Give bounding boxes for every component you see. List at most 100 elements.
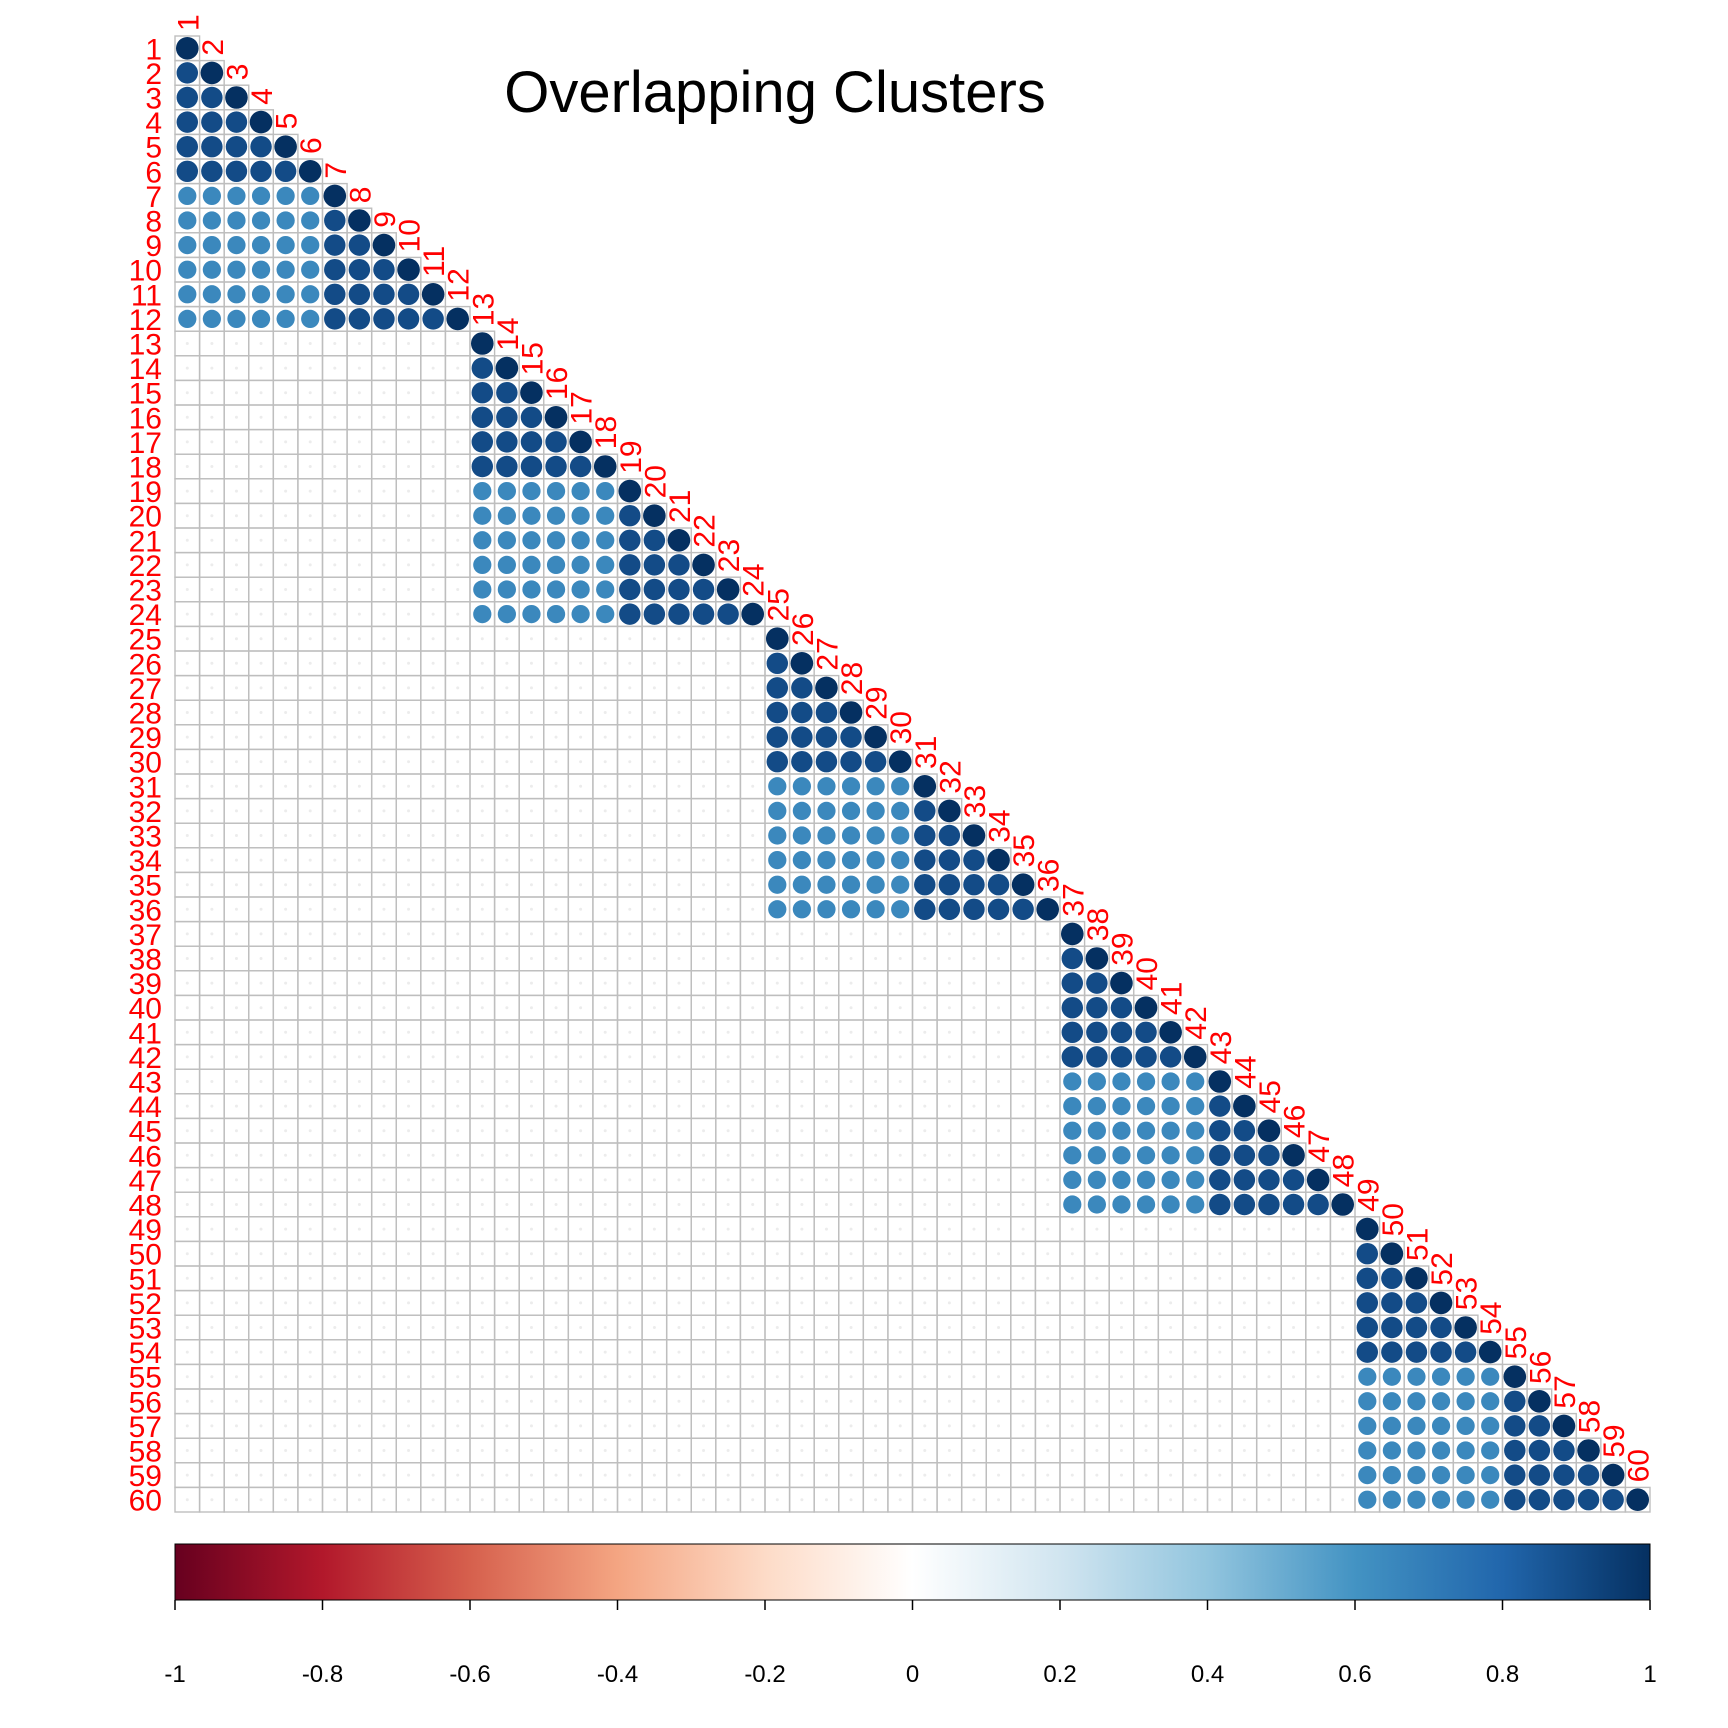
corr-circle bbox=[480, 1449, 484, 1452]
corr-circle bbox=[407, 907, 411, 911]
corr-circle bbox=[579, 809, 583, 813]
corr-circle bbox=[333, 366, 337, 370]
corr-circle bbox=[579, 1399, 583, 1403]
corr-circle bbox=[333, 1227, 337, 1231]
corr-circle bbox=[284, 981, 288, 985]
corr-circle bbox=[891, 900, 910, 919]
corr-circle bbox=[898, 1055, 902, 1059]
corr-circle bbox=[1405, 1341, 1428, 1363]
corr-circle bbox=[1381, 1267, 1403, 1290]
corr-circle bbox=[407, 1104, 411, 1108]
corr-circle bbox=[677, 1473, 681, 1477]
corr-circle bbox=[923, 1153, 927, 1157]
corr-circle bbox=[849, 1006, 853, 1010]
corr-circle bbox=[185, 760, 189, 764]
corr-circle bbox=[249, 110, 273, 134]
corr-circle bbox=[456, 1006, 460, 1010]
corr-circle bbox=[874, 1424, 878, 1428]
corr-circle bbox=[382, 440, 386, 444]
corr-circle bbox=[1063, 1170, 1082, 1190]
corr-circle bbox=[210, 1276, 214, 1280]
corr-circle bbox=[185, 1375, 189, 1379]
corr-circle bbox=[407, 1276, 411, 1280]
corr-circle bbox=[1186, 1170, 1205, 1190]
corr-circle bbox=[210, 1252, 214, 1256]
corr-circle bbox=[1431, 1392, 1451, 1411]
corr-circle bbox=[1112, 1096, 1131, 1116]
corr-circle bbox=[333, 637, 337, 641]
column-label: 52 bbox=[1426, 1252, 1459, 1285]
corr-circle bbox=[947, 1449, 951, 1452]
corr-circle bbox=[431, 588, 435, 591]
corr-circle bbox=[333, 1350, 337, 1354]
corr-circle bbox=[251, 260, 271, 279]
corr-circle bbox=[178, 260, 197, 279]
corr-circle bbox=[407, 415, 411, 419]
row-label: 11 bbox=[131, 279, 162, 312]
corr-circle bbox=[1061, 1021, 1084, 1044]
corr-circle bbox=[185, 784, 189, 788]
corr-circle bbox=[1382, 1416, 1401, 1436]
corr-circle bbox=[866, 875, 885, 894]
row-label: 39 bbox=[129, 968, 162, 1001]
corr-circle bbox=[775, 1203, 779, 1206]
corr-circle bbox=[178, 235, 197, 255]
corr-circle bbox=[431, 1227, 435, 1231]
corr-circle bbox=[308, 809, 312, 813]
corr-circle bbox=[185, 440, 189, 444]
corr-circle bbox=[210, 1055, 214, 1059]
corr-circle bbox=[1046, 1104, 1050, 1108]
corr-circle bbox=[210, 1203, 214, 1206]
corr-circle bbox=[456, 784, 460, 788]
corr-circle bbox=[259, 834, 263, 837]
corr-circle bbox=[947, 932, 951, 936]
corr-circle bbox=[480, 1203, 484, 1206]
corr-circle bbox=[619, 504, 641, 527]
corr-circle bbox=[1267, 1473, 1271, 1477]
colorbar-tick-label: -0.4 bbox=[597, 1661, 638, 1688]
corr-circle bbox=[373, 308, 395, 330]
corr-circle bbox=[1095, 1301, 1099, 1305]
corr-circle bbox=[382, 957, 386, 960]
column-label: 54 bbox=[1475, 1301, 1508, 1334]
corr-circle bbox=[947, 1498, 951, 1502]
corr-circle bbox=[554, 760, 558, 764]
corr-circle bbox=[628, 760, 632, 764]
corr-circle bbox=[210, 981, 214, 985]
row-label: 8 bbox=[145, 206, 162, 239]
corr-circle bbox=[357, 1301, 361, 1305]
corr-circle bbox=[185, 465, 189, 468]
corr-circle bbox=[751, 1055, 755, 1059]
corr-circle bbox=[456, 1030, 460, 1034]
corr-circle bbox=[234, 366, 238, 370]
corr-circle bbox=[963, 873, 985, 896]
corr-circle bbox=[505, 907, 509, 911]
corr-circle bbox=[308, 735, 312, 739]
corr-circle bbox=[898, 1276, 902, 1280]
corr-circle bbox=[677, 1326, 681, 1329]
corr-circle bbox=[800, 1399, 804, 1403]
corr-circle bbox=[333, 514, 337, 518]
corr-circle bbox=[234, 784, 238, 788]
corr-circle bbox=[456, 661, 460, 665]
corr-circle bbox=[824, 1350, 828, 1354]
column-label: 8 bbox=[344, 187, 377, 204]
corr-circle bbox=[1233, 1119, 1256, 1142]
corr-circle bbox=[874, 1350, 878, 1354]
corr-circle bbox=[603, 735, 607, 739]
corr-circle bbox=[815, 701, 838, 724]
corr-circle bbox=[176, 111, 199, 133]
corr-circle bbox=[726, 957, 730, 960]
corr-circle bbox=[333, 391, 337, 395]
corr-circle bbox=[643, 603, 666, 625]
corr-circle bbox=[324, 209, 346, 232]
corr-circle bbox=[259, 1276, 263, 1280]
corr-circle bbox=[824, 957, 828, 960]
corr-circle bbox=[628, 1252, 632, 1256]
corr-circle bbox=[301, 260, 320, 279]
corr-circle bbox=[1119, 1252, 1123, 1256]
corr-circle bbox=[849, 1301, 853, 1305]
corr-circle bbox=[603, 907, 607, 911]
corr-circle bbox=[308, 1326, 312, 1329]
corr-circle bbox=[1454, 1341, 1477, 1363]
